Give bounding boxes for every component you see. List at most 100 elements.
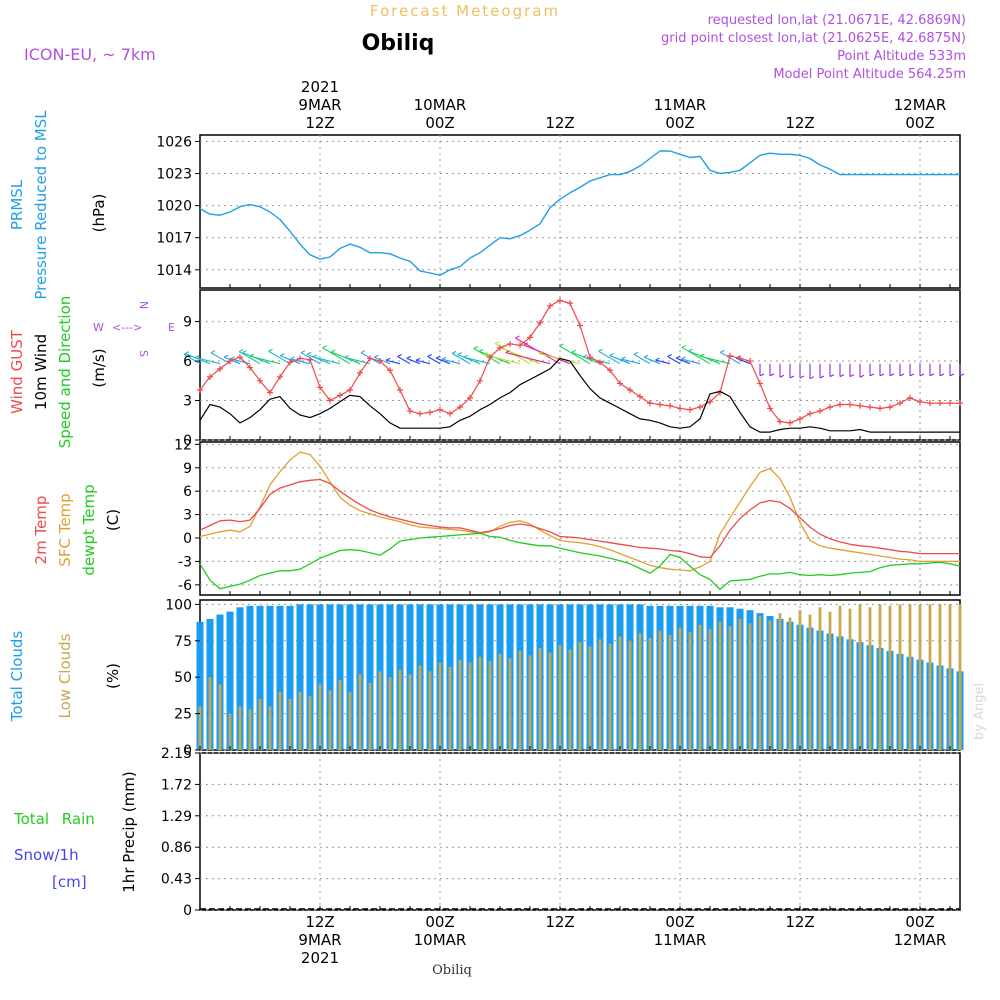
wind-barb-head-9 xyxy=(268,348,273,352)
bottom-time-label-0-0: 12Z xyxy=(305,913,334,931)
wind-barb-head-4 xyxy=(223,354,229,358)
gust-point-21 xyxy=(407,408,413,415)
wind-barb-head-2 xyxy=(195,355,200,359)
low-cloud-bar-68 xyxy=(878,604,882,750)
wind-barb-head-6 xyxy=(238,349,244,353)
wind-barb-head-32 xyxy=(483,352,488,356)
bottom-time-label-1-1: 10MAR xyxy=(414,931,467,949)
gust-point-4 xyxy=(237,354,243,361)
wind-barb-15 xyxy=(322,347,351,365)
gust-point-59 xyxy=(787,419,793,426)
wind-barb-head-1 xyxy=(184,351,190,355)
compass-arrows: <---> xyxy=(112,321,142,334)
wind-barb-44 xyxy=(621,358,641,365)
gust-point-9 xyxy=(287,359,293,366)
low-cloud-bar-60 xyxy=(798,610,802,750)
top-time-label-2-0: 12Z xyxy=(545,114,574,132)
wind-barb-21 xyxy=(397,356,411,365)
total-cloud-bar-7 xyxy=(266,605,274,750)
low-cloud-bar-44 xyxy=(638,633,642,750)
temp-2m-label: 2m Temp xyxy=(32,496,50,565)
gust-point-62 xyxy=(817,408,823,415)
panel-frame-temperature xyxy=(199,441,961,596)
low-cloud-bar-22 xyxy=(418,665,422,750)
wind-barb-head-47 xyxy=(655,357,660,361)
dewpt-label: dewpt Temp xyxy=(80,484,98,575)
low-cloud-bar-70 xyxy=(898,604,902,750)
low-cloud-bar-45 xyxy=(648,637,652,750)
wind-barb-head-14 xyxy=(312,354,317,358)
ytick-label-precip-3: 1.29 xyxy=(161,809,192,825)
wind-barb-head-54 xyxy=(720,349,725,353)
low-cloud-bar-63 xyxy=(828,611,832,750)
wind-barb-head-52 xyxy=(688,348,693,352)
wind-barb-47 xyxy=(655,359,671,365)
low-cloud-bar-31 xyxy=(508,658,512,750)
gust-line xyxy=(199,299,960,424)
top-time-label-5-1: 00Z xyxy=(905,114,934,132)
wind-barb-head-45 xyxy=(633,351,639,355)
gust-point-7 xyxy=(267,389,273,396)
gust-point-8 xyxy=(277,373,283,380)
gust-point-41 xyxy=(607,367,613,374)
wind-barb-head-62 xyxy=(819,375,825,379)
wind-barb-head-21 xyxy=(397,354,402,358)
low-cloud-bar-76 xyxy=(958,604,962,750)
low-cloud-bar-67 xyxy=(868,607,872,750)
wind-barb-head-59 xyxy=(789,375,795,379)
wind-barb-head-76 xyxy=(959,373,965,377)
low-cloud-bar-38 xyxy=(578,642,582,750)
wind-barb-head-22 xyxy=(406,355,411,359)
point-altitude: Point Altitude 533m xyxy=(837,49,966,64)
wind-barb-head-49 xyxy=(675,355,681,359)
bottom-time-label-0-1: 9MAR xyxy=(298,931,341,949)
gust-label: Wind GUST xyxy=(8,329,26,414)
top-time-label-3-1: 00Z xyxy=(665,114,694,132)
low-cloud-bar-64 xyxy=(838,605,842,750)
low-cloud-bar-55 xyxy=(748,623,752,750)
wind-barb-head-28 xyxy=(457,352,462,356)
wind-barb-head-30 xyxy=(473,345,478,349)
ytick-label-precip-5: 2.15 xyxy=(161,746,192,762)
gust-point-6 xyxy=(257,377,263,384)
gust-point-49 xyxy=(687,406,693,413)
ytick-label-clouds-4: 100 xyxy=(165,597,192,613)
low-cloud-bar-12 xyxy=(318,684,322,750)
model-label: ICON-EU, ~ 7km xyxy=(24,45,156,64)
gust-point-58 xyxy=(777,418,783,425)
gust-point-70 xyxy=(897,400,903,407)
marks xyxy=(183,150,965,910)
wind-barb-46 xyxy=(643,356,661,365)
chart-title: Forecast Meteogram xyxy=(370,2,560,20)
gust-point-53 xyxy=(727,352,733,359)
gust-point-17 xyxy=(367,355,373,362)
bottom-time-label-1-0: 00Z xyxy=(425,913,454,931)
low-cloud-bar-24 xyxy=(438,662,442,750)
gust-point-3 xyxy=(227,358,233,365)
wind-barb-head-5 xyxy=(230,356,235,360)
wind-barb-head-67 xyxy=(869,373,875,377)
gust-point-24 xyxy=(437,406,443,413)
low-cloud-bar-54 xyxy=(738,618,742,750)
gust-point-40 xyxy=(597,359,603,366)
bottom-time-label-3-1: 11MAR xyxy=(654,931,707,949)
gust-point-33 xyxy=(527,334,533,341)
wind-speed-line xyxy=(199,357,960,433)
wind-barb-50 xyxy=(681,358,701,365)
gust-point-34 xyxy=(537,319,543,326)
wind-barb-head-31 xyxy=(478,348,484,352)
wind-barb-head-23 xyxy=(415,357,421,361)
wind-barb-head-26 xyxy=(441,356,447,360)
requested-coords: requested lon,lat (21.0671E, 42.6869N) xyxy=(708,13,966,28)
wind-barb-head-70 xyxy=(899,373,905,377)
low-cloud-bar-19 xyxy=(388,677,392,750)
wind-barb-9 xyxy=(268,350,291,365)
pressure-label-1: PRMSL xyxy=(8,179,26,230)
wind-barb-20 xyxy=(385,359,401,365)
gust-point-22 xyxy=(417,410,423,417)
gust-point-10 xyxy=(297,355,303,362)
wind-barb-39 xyxy=(559,345,591,365)
wind-barb-head-63 xyxy=(829,374,835,378)
bottom-time-label-2-0: 12Z xyxy=(545,913,574,931)
